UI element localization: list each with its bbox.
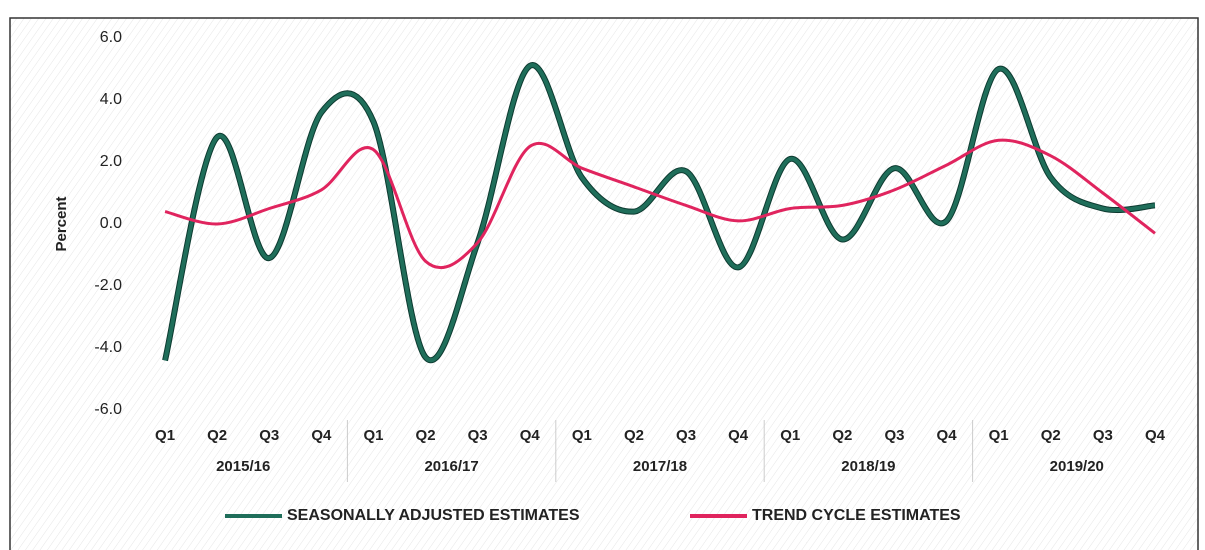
- x-tick-label: Q4: [728, 427, 749, 444]
- x-tick-label: Q2: [416, 427, 436, 444]
- legend-label: SEASONALLY ADJUSTED ESTIMATES: [287, 507, 580, 524]
- x-tick-label: Q2: [207, 427, 227, 444]
- y-tick-label: 0.0: [100, 215, 122, 232]
- y-tick-label: -2.0: [94, 277, 122, 294]
- x-tick-label: Q4: [311, 427, 332, 444]
- x-tick-label: Q3: [259, 427, 279, 444]
- chart-frame: [9, 17, 1199, 550]
- x-tick-label: Q4: [1145, 427, 1166, 444]
- x-tick-label: Q3: [884, 427, 904, 444]
- y-tick-label: -6.0: [94, 401, 122, 418]
- y-tick-label: 6.0: [100, 29, 122, 46]
- x-tick-label: Q4: [937, 427, 958, 444]
- y-tick-label: 2.0: [100, 153, 122, 170]
- x-group-label: 2018/19: [841, 458, 895, 475]
- x-group-label: 2015/16: [216, 458, 270, 475]
- series-line: [163, 63, 1156, 363]
- x-tick-label: Q1: [155, 427, 175, 444]
- x-group-label: 2017/18: [633, 458, 687, 475]
- x-tick-label: Q1: [780, 427, 800, 444]
- x-tick-label: Q2: [624, 427, 644, 444]
- series-line: [164, 138, 1156, 270]
- x-tick-label: Q2: [1041, 427, 1061, 444]
- x-tick-label: Q3: [676, 427, 696, 444]
- y-axis-label: Percent: [53, 196, 70, 251]
- x-tick-label: Q2: [832, 427, 852, 444]
- y-tick-label: 4.0: [100, 91, 122, 108]
- x-group-label: 2019/20: [1050, 458, 1104, 475]
- x-tick-label: Q4: [520, 427, 541, 444]
- x-tick-label: Q1: [363, 427, 383, 444]
- x-tick-label: Q1: [989, 427, 1009, 444]
- x-group-label: 2016/17: [424, 458, 478, 475]
- x-tick-label: Q3: [1093, 427, 1113, 444]
- y-tick-label: -4.0: [94, 339, 122, 356]
- legend-label: TREND CYCLE ESTIMATES: [752, 507, 961, 524]
- x-tick-label: Q3: [468, 427, 488, 444]
- x-tick-label: Q1: [572, 427, 592, 444]
